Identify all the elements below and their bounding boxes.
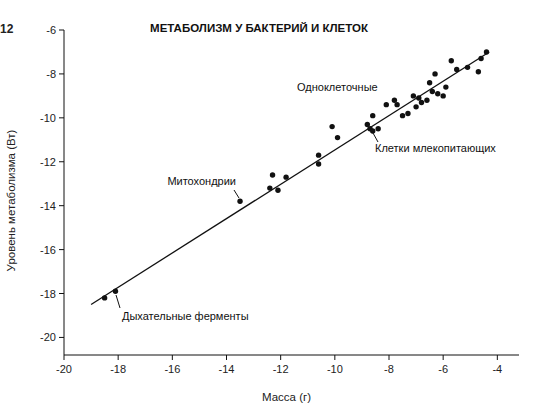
x-tick bbox=[172, 355, 173, 360]
data-point bbox=[432, 71, 437, 76]
y-tick-label: -6 bbox=[46, 24, 56, 36]
data-point bbox=[394, 102, 399, 107]
x-tick bbox=[64, 355, 65, 360]
data-point bbox=[476, 69, 481, 74]
y-tick bbox=[59, 73, 64, 74]
y-tick bbox=[59, 30, 64, 31]
x-tick bbox=[389, 355, 390, 360]
plot-area bbox=[91, 49, 489, 304]
y-tick-label: -18 bbox=[40, 288, 56, 300]
data-point bbox=[419, 100, 424, 105]
annotation: Митохондрии bbox=[167, 175, 236, 187]
y-axis-label: Уровень метаболизма (Вт) bbox=[5, 129, 17, 271]
x-tick-label: -8 bbox=[384, 363, 394, 375]
data-point bbox=[413, 104, 418, 109]
data-point bbox=[443, 84, 448, 89]
x-axis bbox=[64, 355, 519, 356]
y-tick-label: -10 bbox=[40, 112, 56, 124]
y-tick-label: -16 bbox=[40, 244, 56, 256]
title: МЕТАБОЛИЗМ У БАКТЕРИЙ И КЛЕТОК bbox=[150, 22, 369, 34]
data-point bbox=[335, 135, 340, 140]
y-tick-label: -14 bbox=[40, 200, 56, 212]
x-tick-label: -14 bbox=[219, 363, 235, 375]
x-axis-label: Масса (г) bbox=[262, 391, 311, 403]
y-tick bbox=[59, 337, 64, 338]
y-tick bbox=[59, 117, 64, 118]
x-tick bbox=[118, 355, 119, 360]
data-point bbox=[427, 80, 432, 85]
y-tick-label: -20 bbox=[40, 331, 56, 343]
data-point bbox=[370, 128, 375, 133]
x-tick bbox=[334, 355, 335, 360]
data-point bbox=[405, 111, 410, 116]
data-point bbox=[329, 124, 334, 129]
data-point bbox=[449, 58, 454, 63]
leader-line bbox=[116, 295, 120, 308]
y-tick bbox=[59, 293, 64, 294]
data-point bbox=[370, 113, 375, 118]
y-tick-label: -12 bbox=[40, 156, 56, 168]
data-point bbox=[316, 152, 321, 157]
x-tick bbox=[280, 355, 281, 360]
data-point bbox=[384, 102, 389, 107]
y-tick bbox=[59, 249, 64, 250]
data-point bbox=[237, 199, 242, 204]
data-point bbox=[411, 93, 416, 98]
data-point bbox=[375, 126, 380, 131]
x-tick-label: -18 bbox=[110, 363, 126, 375]
x-tick-label: -4 bbox=[492, 363, 502, 375]
annotation: Одноклеточные bbox=[297, 81, 378, 93]
x-tick bbox=[226, 355, 227, 360]
data-point bbox=[275, 188, 280, 193]
x-tick-label: -16 bbox=[164, 363, 180, 375]
x-tick-label: -20 bbox=[56, 363, 72, 375]
x-tick-label: -6 bbox=[438, 363, 448, 375]
figure-label: 12 bbox=[0, 22, 14, 36]
data-point bbox=[435, 91, 440, 96]
leader-line bbox=[373, 133, 378, 142]
y-tick bbox=[59, 161, 64, 162]
data-point bbox=[440, 93, 445, 98]
data-point bbox=[424, 98, 429, 103]
data-point bbox=[400, 113, 405, 118]
y-tick bbox=[59, 205, 64, 206]
annotation: Дыхательные ферменты bbox=[122, 310, 249, 322]
annotation: Клетки млекопитающих bbox=[375, 142, 496, 154]
x-tick bbox=[443, 355, 444, 360]
x-tick-label: -12 bbox=[273, 363, 289, 375]
x-tick-label: -10 bbox=[327, 363, 343, 375]
y-tick-label: -8 bbox=[46, 68, 56, 80]
y-axis bbox=[64, 30, 65, 355]
trend-line bbox=[91, 52, 489, 305]
leader-line bbox=[234, 190, 239, 198]
x-tick bbox=[497, 355, 498, 360]
data-point bbox=[270, 172, 275, 177]
chart: 12 МЕТАБОЛИЗМ У БАКТЕРИЙ И КЛЕТОК -20 -18 -1… bbox=[0, 0, 546, 417]
